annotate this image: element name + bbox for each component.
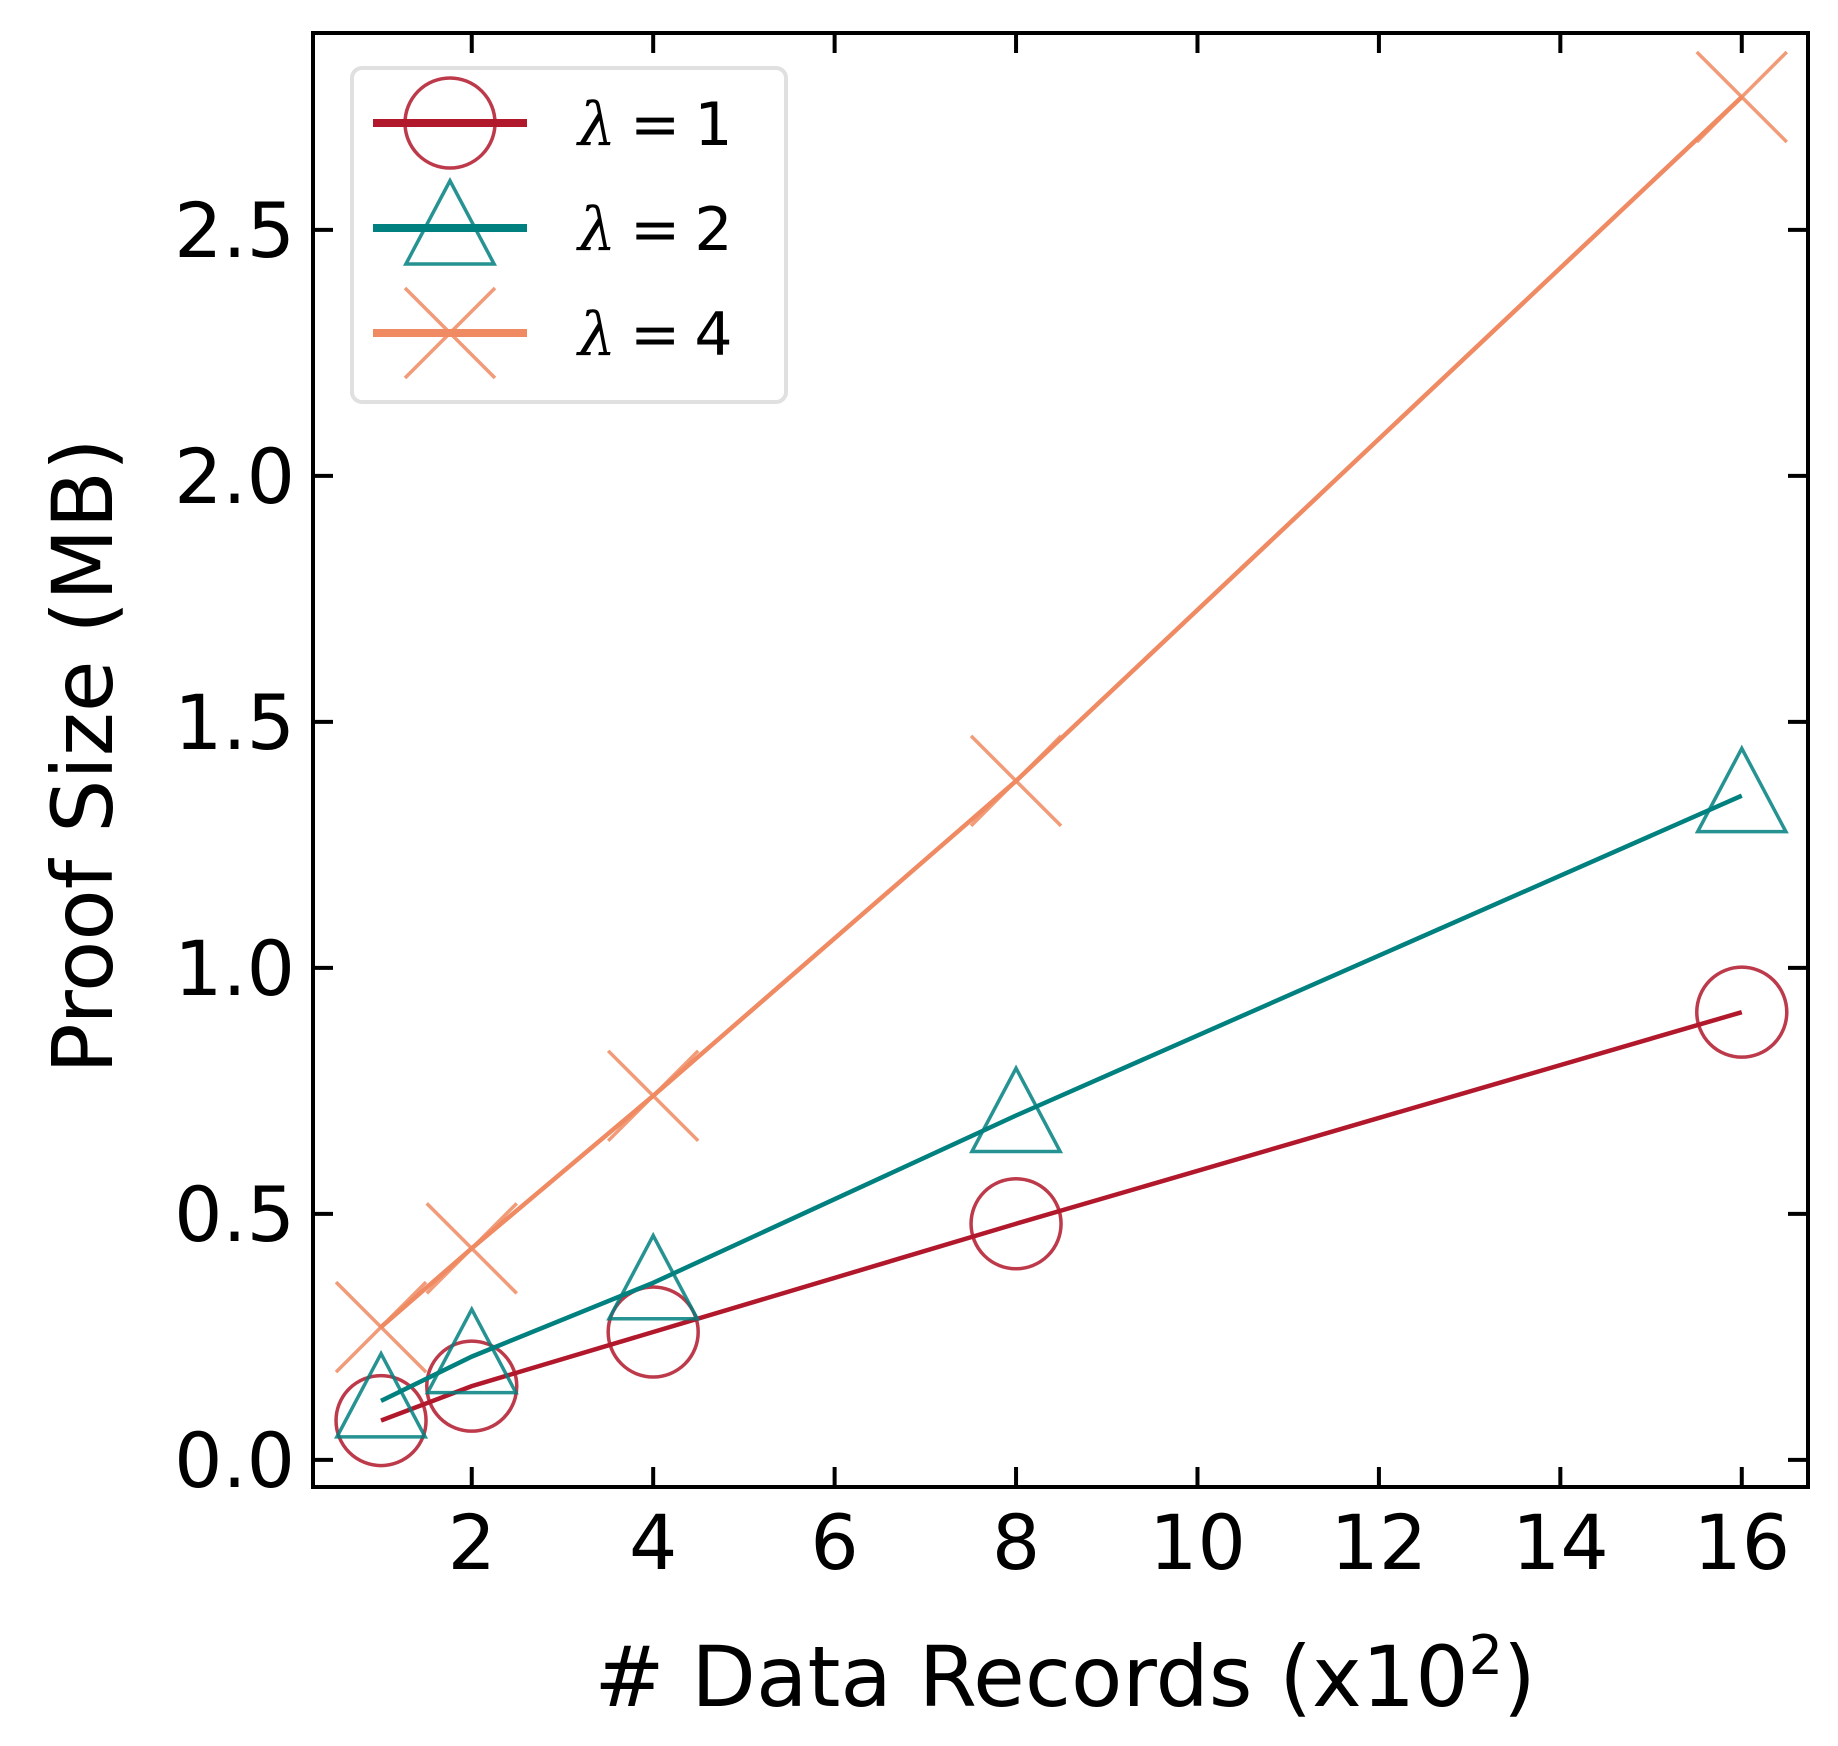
x-axis-label: # Data Records (x102) (594, 1624, 1536, 1726)
y-tick-label: 0.5 (174, 1170, 295, 1259)
data-point-circle-marker (425, 1339, 519, 1433)
data-point-circle-marker (606, 1285, 700, 1379)
data-point-x-marker (606, 1049, 700, 1143)
x-tick-label: 6 (810, 1498, 858, 1587)
legend-entries: λ = 1 λ = 2 λ = 4 (373, 76, 733, 380)
data-point-triangle-marker (606, 1231, 701, 1321)
y-tick-label: 1.0 (174, 924, 295, 1013)
x-axis-label-superscript: 2 (1469, 1624, 1503, 1687)
legend-item-lambda-2: λ = 2 (373, 177, 733, 266)
series-line (380, 1010, 1743, 1423)
series-line (380, 793, 1743, 1403)
x-tick-label: 16 (1693, 1498, 1790, 1587)
data-point-triangle-marker (969, 1064, 1064, 1154)
y-tick-label: 0.0 (174, 1416, 295, 1505)
y-tick-label: 2.0 (174, 432, 295, 521)
y-axis-label: Proof Size (MB) (34, 438, 132, 1074)
legend-box (350, 66, 788, 404)
legend-label: λ = 4 (576, 300, 733, 370)
y-tick-labels: 0.0 0.5 1.0 1.5 2.0 2.5 (174, 186, 295, 1505)
x-axis-label-main: # Data Records (x10 (594, 1628, 1468, 1726)
series-lambda-1 (334, 965, 1789, 1468)
x-axis-label-close: ) (1503, 1628, 1536, 1726)
legend-item-lambda-4: λ = 4 (373, 286, 733, 380)
legend-label: λ = 1 (576, 90, 733, 160)
legend-item-lambda-1: λ = 1 (373, 76, 733, 170)
legend-circle-icon (403, 76, 497, 170)
data-point-triangle-marker (1694, 744, 1789, 834)
y-tick-label: 2.5 (174, 186, 295, 275)
data-point-circle-marker (1695, 965, 1789, 1059)
data-point-triangle-marker (424, 1305, 519, 1395)
axes-frame (311, 31, 1810, 1489)
x-tick-label: 14 (1512, 1498, 1609, 1587)
data-point-x-marker (969, 734, 1063, 828)
x-tick-label: 12 (1331, 1498, 1428, 1587)
data-point-x-marker (425, 1202, 518, 1295)
x-tick-label: 2 (448, 1498, 496, 1587)
legend-x-icon (403, 286, 497, 380)
legend: λ = 1 λ = 2 λ = 4 (350, 66, 788, 404)
legend-triangle-icon (402, 177, 498, 266)
x-tick-label: 10 (1149, 1498, 1246, 1587)
x-tick-label: 4 (629, 1498, 677, 1587)
x-tick-label: 8 (992, 1498, 1040, 1587)
series-lambda-2 (334, 744, 1789, 1439)
data-point-circle-marker (334, 1373, 428, 1468)
data-point-triangle-marker (334, 1349, 429, 1439)
series-layer (334, 50, 1789, 1468)
legend-label: λ = 2 (576, 195, 733, 265)
ticks-layer (313, 33, 1808, 1487)
data-point-x-marker (1695, 50, 1789, 144)
data-point-circle-marker (969, 1177, 1063, 1271)
data-point-x-marker (334, 1280, 428, 1374)
x-tick-labels: 2 4 6 8 10 12 14 16 (448, 1498, 1791, 1587)
series-lambda-4 (334, 50, 1789, 1374)
y-tick-label: 1.5 (174, 678, 295, 767)
